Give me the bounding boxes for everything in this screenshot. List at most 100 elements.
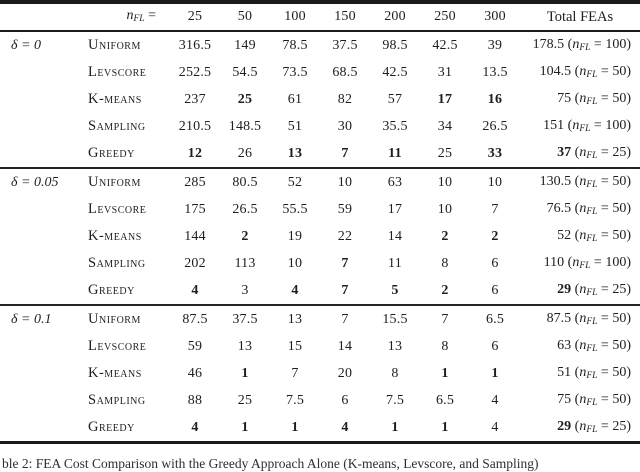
table-row: Greedy 4 3 4 7 5 2 6 29 (nFL = 25) — [0, 277, 640, 304]
table-row: Levscore 252.5 54.5 73.5 68.5 42.5 31 13… — [0, 59, 640, 86]
method-label: Greedy — [88, 419, 135, 436]
cell-value: 73.5 — [282, 64, 308, 80]
open-paren: ( — [574, 364, 580, 380]
close-paren: ) — [626, 418, 631, 434]
cell-value: 6 — [341, 392, 349, 408]
equals-sign: = — [597, 364, 613, 380]
fl-subscript: FL — [586, 397, 598, 408]
equals-sign: = — [597, 227, 613, 243]
total-nfl-value: 100 — [605, 254, 627, 270]
cell-value: 175 — [184, 201, 206, 217]
cell-value: 1 — [241, 365, 249, 381]
n-symbol: n — [579, 310, 587, 326]
close-paren: ) — [626, 200, 631, 216]
column-header-50: 50 — [237, 9, 253, 24]
table-top-rule — [0, 0, 640, 4]
cell-value: 2 — [441, 228, 449, 244]
fl-subscript: FL — [586, 316, 598, 327]
total-cell: 151 (nFL = 100) — [520, 117, 640, 135]
open-paren: ( — [567, 117, 573, 133]
total-nfl-value: 50 — [612, 227, 627, 243]
cell-value: 113 — [234, 255, 256, 271]
n-symbol: n — [579, 227, 587, 243]
method-label: Sampling — [88, 255, 146, 272]
method-label: Greedy — [88, 145, 135, 162]
n-symbol: n — [572, 254, 580, 270]
cell-value: 10 — [337, 174, 353, 190]
close-paren: ) — [626, 117, 631, 133]
total-cell: 87.5 (nFL = 50) — [520, 310, 640, 328]
open-paren: ( — [574, 200, 580, 216]
close-paren: ) — [626, 337, 631, 353]
total-nfl-value: 50 — [612, 90, 627, 106]
cell-value: 8 — [441, 338, 449, 354]
equals-sign: = — [597, 281, 613, 297]
cell-value: 202 — [184, 255, 206, 271]
fl-subscript: FL — [133, 14, 145, 25]
equals-sign: = — [597, 144, 613, 160]
cell-value: 15.5 — [382, 311, 408, 327]
table-bottom-rule — [0, 441, 640, 444]
total-nfl-value: 25 — [612, 144, 627, 160]
total-value: 75 — [557, 90, 572, 106]
total-value: 104.5 — [539, 63, 572, 79]
cell-value: 37.5 — [332, 37, 358, 53]
cell-value: 6 — [491, 255, 499, 271]
cell-value: 148.5 — [228, 118, 262, 134]
table-row: Levscore 175 26.5 55.5 59 17 10 7 76.5 (… — [0, 196, 640, 223]
equals-sign: = — [144, 8, 156, 24]
equals-sign: = — [597, 63, 613, 79]
equals-sign: = — [590, 36, 606, 52]
open-paren: ( — [574, 63, 580, 79]
cell-value: 63 — [387, 174, 403, 190]
total-cell: 110 (nFL = 100) — [520, 254, 640, 272]
close-paren: ) — [626, 254, 631, 270]
total-value: 29 — [557, 281, 572, 297]
table-row: K-means 144 2 19 22 14 2 2 52 (nFL = 50) — [0, 223, 640, 250]
fl-subscript: FL — [586, 287, 598, 298]
cell-value: 20 — [337, 365, 353, 381]
method-label: K-means — [88, 228, 142, 245]
cell-value: 1 — [291, 419, 299, 435]
method-label: Levscore — [88, 201, 147, 218]
n-symbol: n — [579, 90, 587, 106]
total-value: 75 — [557, 391, 572, 407]
total-value: 51 — [557, 364, 572, 380]
open-paren: ( — [574, 391, 580, 407]
close-paren: ) — [626, 227, 631, 243]
n-symbol: n — [572, 36, 580, 52]
total-nfl-value: 50 — [612, 364, 627, 380]
cell-value: 149 — [234, 37, 256, 53]
cell-value: 316.5 — [178, 37, 212, 53]
fl-subscript: FL — [586, 69, 598, 80]
cell-value: 26.5 — [482, 118, 508, 134]
total-nfl-value: 50 — [612, 63, 627, 79]
n-symbol: n — [572, 117, 580, 133]
table-row: δ = 0.05 Uniform 285 80.5 52 10 63 10 10… — [0, 169, 640, 196]
fl-subscript: FL — [579, 42, 591, 53]
n-symbol: n — [579, 364, 587, 380]
cell-value: 1 — [391, 419, 399, 435]
equals-sign: = — [597, 90, 613, 106]
cell-value: 26.5 — [232, 201, 258, 217]
cell-value: 14 — [337, 338, 353, 354]
open-paren: ( — [574, 173, 580, 189]
cell-value: 6.5 — [435, 392, 455, 408]
cell-value: 8 — [441, 255, 449, 271]
n-symbol: n — [579, 144, 587, 160]
method-label: Greedy — [88, 282, 135, 299]
method-label: Levscore — [88, 338, 147, 355]
cell-value: 15 — [287, 338, 303, 354]
total-cell: 130.5 (nFL = 50) — [520, 173, 640, 191]
cell-value: 1 — [491, 365, 499, 381]
table-row: δ = 0 Uniform 316.5 149 78.5 37.5 98.5 4… — [0, 32, 640, 59]
cell-value: 88 — [187, 392, 203, 408]
delta-label: δ = 0.1 — [11, 311, 52, 327]
cell-value: 25 — [237, 91, 253, 107]
n-symbol: n — [126, 8, 134, 24]
table-row: Sampling 210.5 148.5 51 30 35.5 34 26.5 … — [0, 113, 640, 140]
cell-value: 7 — [341, 255, 349, 271]
cell-value: 252.5 — [178, 64, 212, 80]
total-value: 178.5 — [532, 36, 565, 52]
cell-value: 7 — [341, 145, 349, 161]
